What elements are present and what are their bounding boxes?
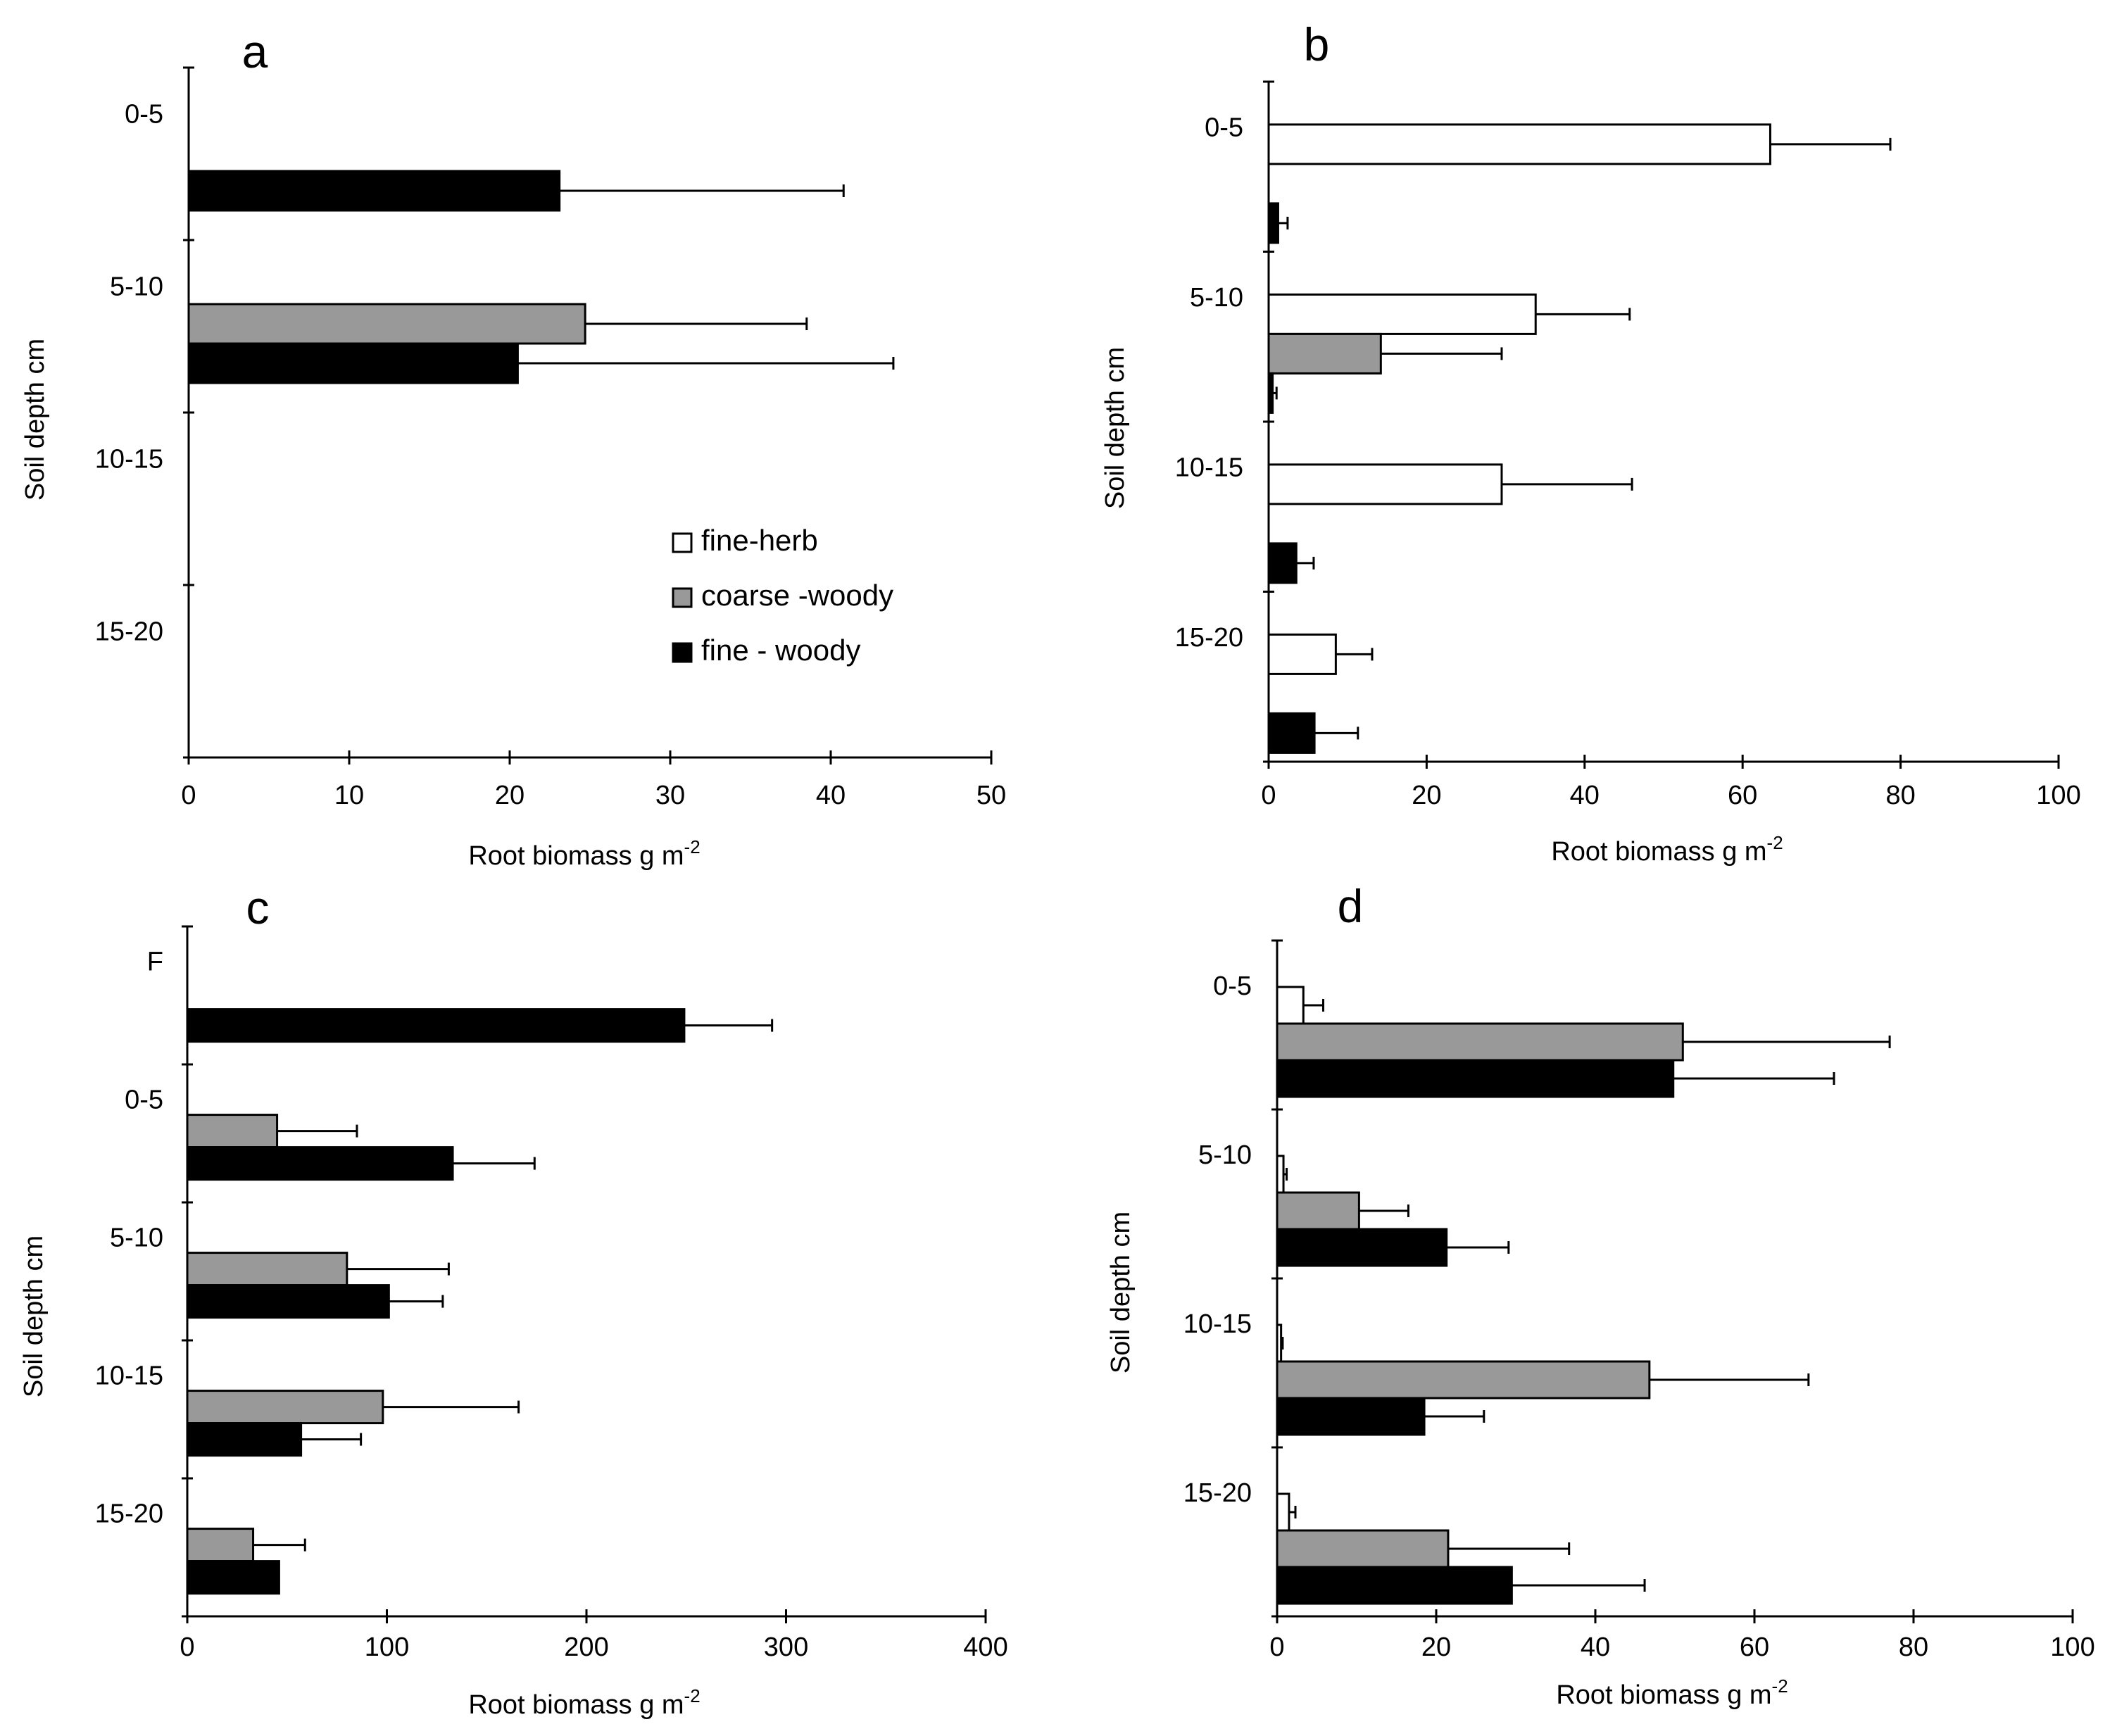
x-tick-label: 80 <box>1899 1633 1928 1662</box>
bar-fine-woody <box>186 1008 686 1043</box>
bar-fine-herb <box>1267 463 1503 505</box>
bar-fine-herb <box>1267 123 1771 165</box>
bar-coarse-woody <box>187 303 586 345</box>
bar-fine-woody <box>1267 712 1316 754</box>
x-tick-label: 0 <box>1269 1633 1284 1662</box>
panel-letter: b <box>1304 18 1330 70</box>
x-tick-label: 40 <box>816 781 846 810</box>
y-category-label: 5-10 <box>110 1224 163 1253</box>
bar-fine-woody <box>186 1284 390 1319</box>
x-tick-label: 0 <box>181 781 196 810</box>
y-category-label: 15-20 <box>95 617 163 646</box>
y-category-label: 10-15 <box>1183 1309 1252 1339</box>
x-axis-title: Root biomass g m-2 <box>1556 1675 1788 1710</box>
panel-letter: d <box>1338 880 1364 932</box>
x-tick-label: 60 <box>1728 781 1757 810</box>
y-category-label: 15-20 <box>95 1499 163 1529</box>
bar-coarse-woody <box>1276 1022 1684 1062</box>
y-axis-title: Soil depth cm <box>1100 347 1130 509</box>
x-tick-label: 20 <box>1412 781 1441 810</box>
bar-coarse-woody <box>186 1390 384 1425</box>
x-tick-label: 100 <box>365 1633 409 1662</box>
legend-label-fine-woody: fine - woody <box>701 634 860 667</box>
x-tick-label: 80 <box>1885 781 1915 810</box>
bar-fine-woody <box>1276 1397 1426 1436</box>
y-category-label: 0-5 <box>125 1086 163 1115</box>
bar-coarse-woody <box>1267 332 1382 375</box>
y-category-label: 10-15 <box>95 1361 163 1391</box>
x-tick-label: 400 <box>963 1633 1007 1662</box>
bar-fine-woody <box>1267 542 1298 584</box>
x-tick-label: 40 <box>1570 781 1600 810</box>
panel-c: c 0 100 200 300 400 F 0-5 5-10 10-15 15-20 Root bio… <box>19 881 1008 1720</box>
x-tick-label: 60 <box>1740 1633 1769 1662</box>
x-tick-label: 100 <box>2036 781 2080 810</box>
bar-fine-woody <box>1276 1566 1513 1605</box>
legend-swatch-fine-woody <box>672 642 693 663</box>
bar-coarse-woody <box>186 1528 255 1563</box>
legend-swatch-fine-herb <box>672 532 693 553</box>
bar-fine-herb <box>1267 633 1337 675</box>
legend-label-fine-herb: fine-herb <box>701 524 818 557</box>
x-tick-label: 0 <box>180 1633 194 1662</box>
x-tick-label: 0 <box>1261 781 1276 810</box>
bar-fine-woody <box>186 1422 303 1457</box>
bar-fine-woody <box>186 1560 280 1595</box>
x-axis-title: Root biomass g m-2 <box>1551 832 1783 867</box>
bar-fine-herb <box>1276 1155 1285 1194</box>
x-tick-label: 40 <box>1581 1633 1610 1662</box>
x-tick-label: 10 <box>334 781 364 810</box>
bar-coarse-woody <box>1276 1360 1651 1400</box>
panel-b: b 0 20 40 60 80 100 0-5 5-10 10-15 15-20 Root bioma… <box>1100 18 2081 867</box>
y-category-label: 5-10 <box>1198 1140 1252 1170</box>
y-axis-title: Soil depth cm <box>20 339 50 501</box>
panel-d: d 0 20 40 60 80 100 0-5 5-10 10-15 15-20 Root bioma… <box>1106 880 2095 1710</box>
x-tick-label: 20 <box>495 781 524 810</box>
bar-fine-woody <box>1276 1059 1675 1098</box>
panel-letter: a <box>242 25 268 77</box>
legend-label-coarse-woody: coarse -woody <box>701 579 893 612</box>
bar-fine-woody <box>187 342 519 384</box>
y-category-label: 0-5 <box>125 99 163 129</box>
x-tick-label: 50 <box>976 781 1006 810</box>
y-axis-title: Soil depth cm <box>1106 1212 1136 1373</box>
x-tick-label: 100 <box>2050 1633 2094 1662</box>
bar-fine-woody <box>186 1146 454 1181</box>
legend-swatch-coarse-woody <box>672 587 693 608</box>
legend: fine-herb coarse -woody fine - woody <box>672 524 893 667</box>
x-axis-title: Root biomass g m-2 <box>468 1685 700 1720</box>
bar-fine-woody <box>1276 1228 1448 1267</box>
bar-coarse-woody <box>186 1252 348 1287</box>
y-category-label: 10-15 <box>1175 453 1243 482</box>
y-axis-title: Soil depth cm <box>19 1235 49 1397</box>
y-category-label: F <box>147 948 163 977</box>
bar-fine-woody <box>187 170 561 212</box>
panel-letter: c <box>246 881 270 933</box>
y-category-label: 0-5 <box>1213 971 1252 1001</box>
bar-coarse-woody <box>186 1114 279 1149</box>
bar-coarse-woody <box>1276 1529 1450 1568</box>
y-category-label: 5-10 <box>110 272 163 301</box>
y-category-label: 0-5 <box>1205 113 1243 142</box>
bar-fine-woody <box>1267 372 1274 414</box>
bar-fine-herb <box>1276 986 1305 1025</box>
x-tick-label: 300 <box>764 1633 808 1662</box>
x-axis-title: Root biomass g m-2 <box>468 836 700 871</box>
panel-a: a 0 10 20 30 40 50 0-5 5-10 10-15 15-20 Root biomas… <box>20 25 1006 871</box>
x-tick-label: 30 <box>655 781 685 810</box>
bar-fine-herb <box>1276 1492 1290 1532</box>
bar-fine-woody <box>1267 202 1279 244</box>
y-category-label: 10-15 <box>95 444 163 474</box>
y-category-label: 5-10 <box>1190 283 1243 313</box>
bar-fine-herb <box>1267 293 1537 335</box>
y-category-label: 15-20 <box>1183 1478 1252 1508</box>
bar-fine-herb <box>1276 1323 1283 1363</box>
bar-coarse-woody <box>1276 1191 1360 1231</box>
x-tick-label: 20 <box>1421 1633 1451 1662</box>
y-category-label: 15-20 <box>1175 623 1243 653</box>
x-tick-label: 200 <box>564 1633 608 1662</box>
